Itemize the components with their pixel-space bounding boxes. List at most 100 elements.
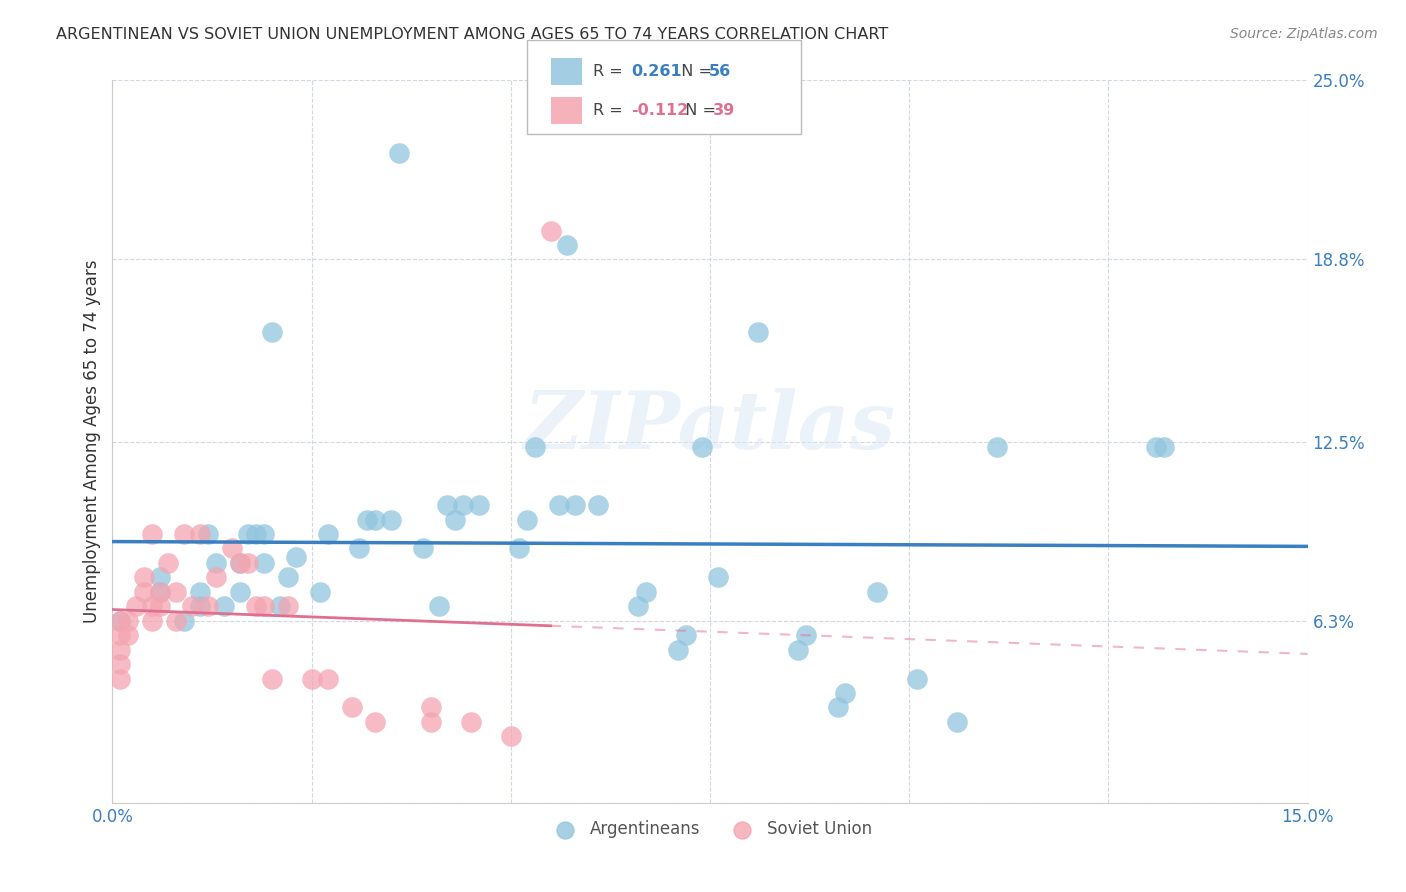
Point [523, 440, 546, 454]
Point [747, 325, 769, 339]
Point [636, 584, 658, 599]
Point [205, 570, 228, 584]
Point [260, 672, 283, 686]
Text: N =: N = [675, 103, 721, 119]
Point [1153, 440, 1175, 454]
Point [308, 584, 330, 599]
Point [564, 498, 586, 512]
Point [555, 238, 578, 252]
Point [253, 599, 276, 614]
Point [149, 584, 172, 599]
Point [627, 599, 650, 614]
Point [349, 541, 371, 556]
Point [364, 714, 387, 729]
Point [986, 440, 1008, 454]
Point [786, 642, 808, 657]
Point [420, 714, 443, 729]
Point [188, 527, 211, 541]
Point [675, 628, 697, 642]
Point [356, 512, 378, 526]
Point [284, 550, 307, 565]
Point [460, 714, 482, 729]
Point [229, 556, 252, 570]
Text: 39: 39 [713, 103, 735, 119]
Point [110, 657, 132, 671]
Point [516, 512, 538, 526]
Point [141, 614, 163, 628]
Point [188, 599, 211, 614]
Point [540, 223, 562, 237]
Point [245, 599, 267, 614]
Text: R =: R = [593, 103, 628, 119]
Point [340, 700, 363, 714]
Point [110, 614, 132, 628]
Point [165, 584, 187, 599]
Point [905, 672, 928, 686]
Point [794, 628, 817, 642]
Legend: Argentineans, Soviet Union: Argentineans, Soviet Union [541, 814, 879, 845]
Point [149, 599, 172, 614]
Point [866, 584, 889, 599]
Point [117, 628, 139, 642]
Point [316, 527, 339, 541]
Point [165, 614, 187, 628]
Text: 0.261: 0.261 [631, 64, 682, 79]
Point [427, 599, 450, 614]
Point [221, 541, 243, 556]
Point [245, 527, 267, 541]
Point [212, 599, 235, 614]
Point [157, 556, 180, 570]
Point [707, 570, 730, 584]
Point [181, 599, 204, 614]
Point [451, 498, 474, 512]
Point [388, 145, 411, 160]
Text: ARGENTINEAN VS SOVIET UNION UNEMPLOYMENT AMONG AGES 65 TO 74 YEARS CORRELATION C: ARGENTINEAN VS SOVIET UNION UNEMPLOYMENT… [56, 27, 889, 42]
Point [436, 498, 458, 512]
Point [277, 570, 299, 584]
Point [197, 599, 219, 614]
Point [110, 628, 132, 642]
Point [149, 570, 172, 584]
Text: N =: N = [671, 64, 717, 79]
Point [834, 686, 856, 700]
Point [236, 556, 259, 570]
Point [946, 714, 969, 729]
Point [468, 498, 491, 512]
Point [588, 498, 610, 512]
Point [134, 570, 156, 584]
Point [253, 556, 276, 570]
Point [444, 512, 467, 526]
Point [110, 642, 132, 657]
Point [188, 584, 211, 599]
Point [205, 556, 228, 570]
Point [125, 599, 148, 614]
Point [260, 325, 283, 339]
Point [134, 584, 156, 599]
Point [236, 527, 259, 541]
Point [141, 527, 163, 541]
Point [690, 440, 713, 454]
Text: -0.112: -0.112 [631, 103, 689, 119]
Text: 56: 56 [709, 64, 731, 79]
Point [420, 700, 443, 714]
Point [499, 729, 522, 743]
Point [364, 512, 387, 526]
Point [253, 527, 276, 541]
Point [380, 512, 402, 526]
Point [301, 672, 323, 686]
Point [173, 614, 195, 628]
Text: R =: R = [593, 64, 628, 79]
Point [117, 614, 139, 628]
Y-axis label: Unemployment Among Ages 65 to 74 years: Unemployment Among Ages 65 to 74 years [83, 260, 101, 624]
Point [827, 700, 849, 714]
Point [110, 672, 132, 686]
Point [277, 599, 299, 614]
Point [229, 556, 252, 570]
Point [412, 541, 434, 556]
Text: ZIPatlas: ZIPatlas [524, 388, 896, 466]
Point [269, 599, 291, 614]
Point [1144, 440, 1167, 454]
Point [149, 584, 172, 599]
Point [173, 527, 195, 541]
Point [110, 614, 132, 628]
